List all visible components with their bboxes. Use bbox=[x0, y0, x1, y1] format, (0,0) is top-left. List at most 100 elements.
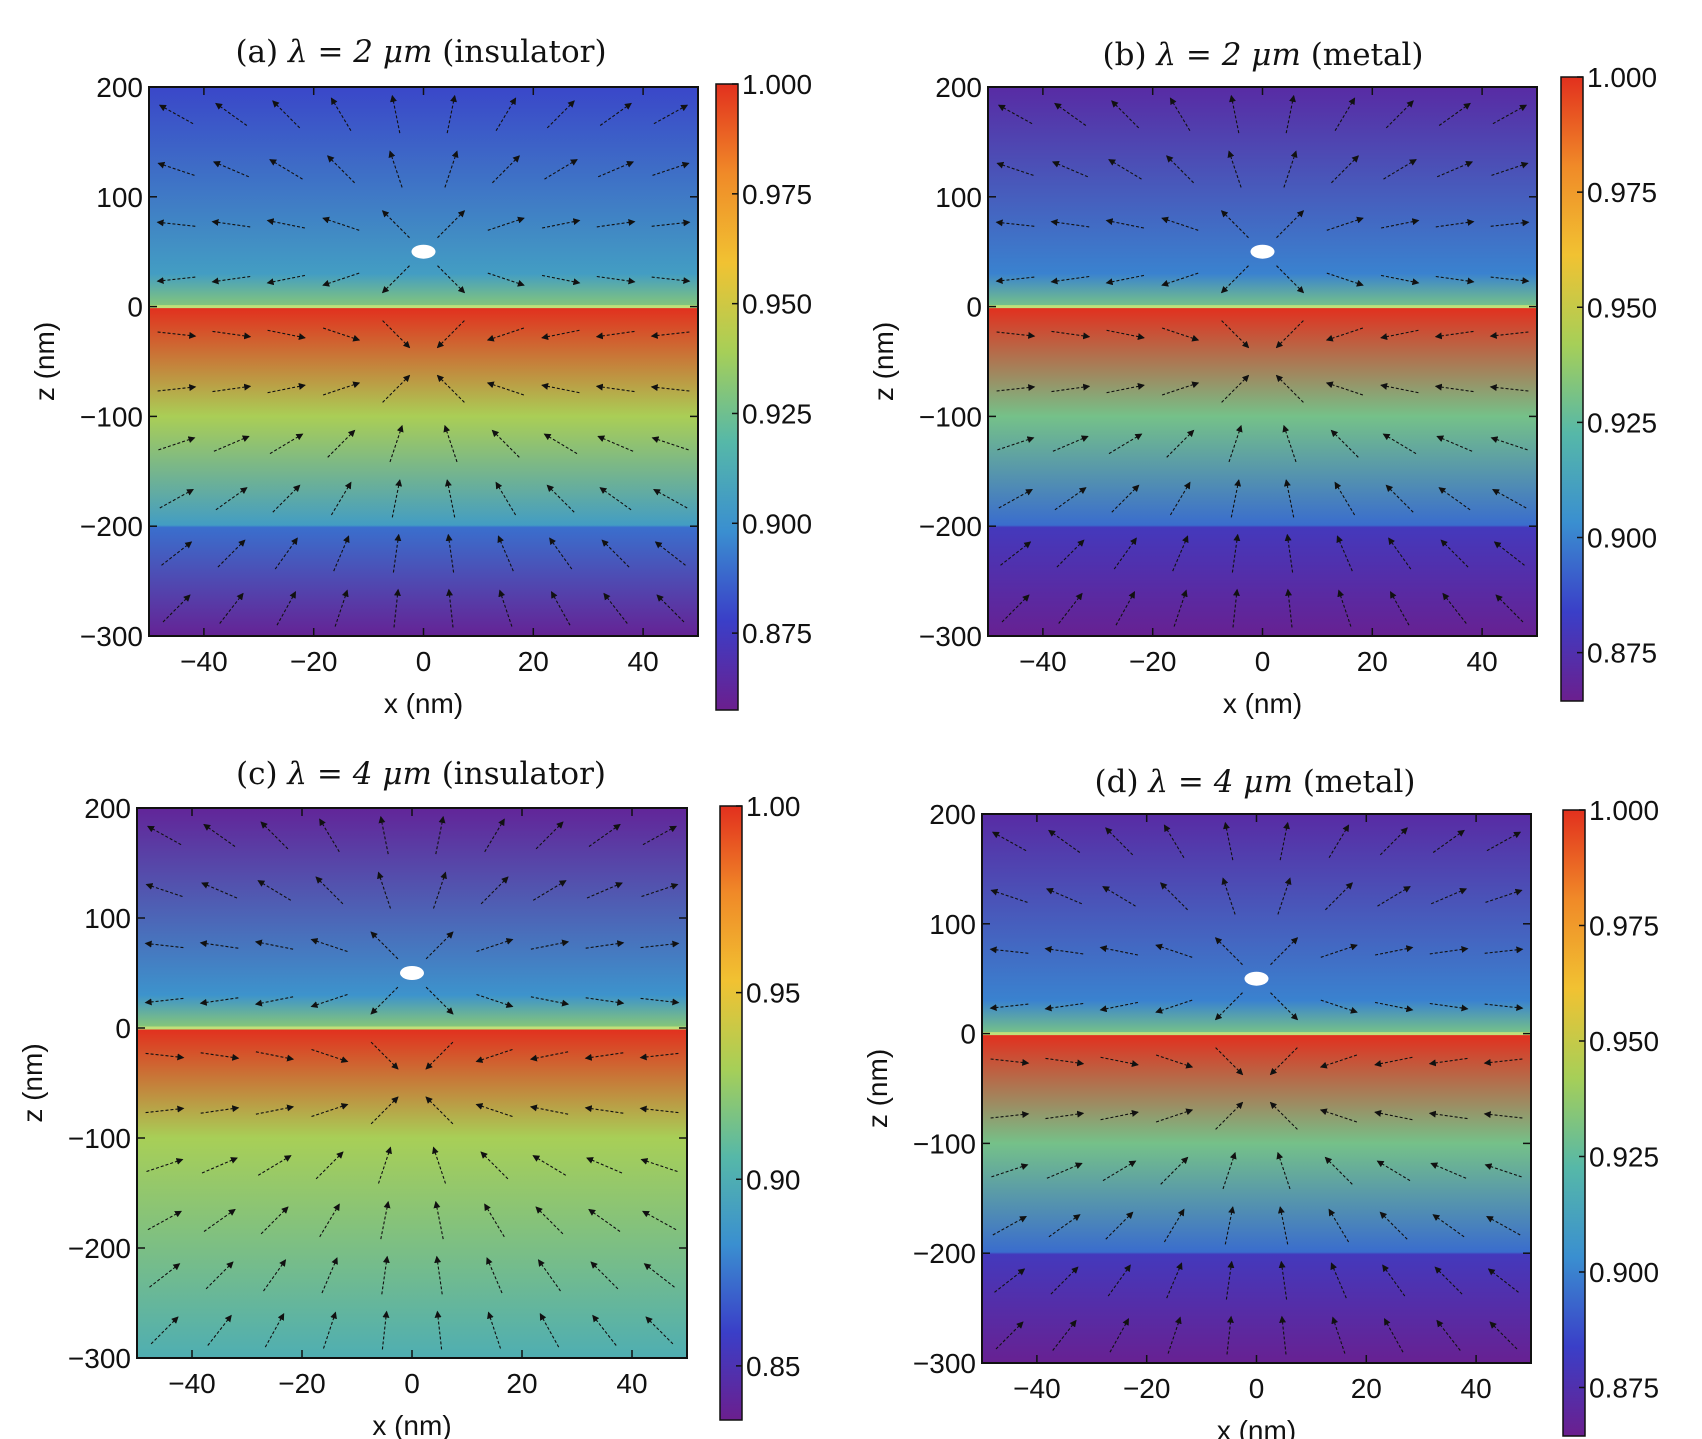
p-d-field-arrow bbox=[1320, 943, 1358, 958]
p-c-field-arrow bbox=[257, 880, 292, 901]
p-d-field-arrow bbox=[1430, 888, 1468, 905]
p-c-field-arrow bbox=[264, 1313, 285, 1348]
p-d-field-arrow bbox=[1374, 1109, 1413, 1121]
p-c-field-arrow bbox=[480, 876, 509, 905]
p-c-field-arrow bbox=[145, 883, 183, 898]
p-a-field-arrow bbox=[330, 481, 352, 516]
p-b-field-arrow bbox=[1051, 161, 1089, 178]
p-b-field-arrow bbox=[1436, 161, 1474, 178]
p-b-field-arrow bbox=[1337, 589, 1352, 627]
p-a-field-arrow bbox=[498, 589, 513, 627]
p-d-field-arrow bbox=[1432, 1214, 1465, 1238]
p-c-field-arrow bbox=[150, 1316, 179, 1345]
p-d-field-arrow bbox=[1214, 992, 1243, 1021]
p-d-field-arrow bbox=[1052, 1319, 1077, 1351]
p-c-field-arrow bbox=[433, 1200, 444, 1240]
p-c-field-arrow bbox=[203, 823, 236, 847]
p-c-colorbar bbox=[719, 805, 743, 1421]
p-a-field-arrow bbox=[541, 274, 581, 286]
p-a-field-arrow bbox=[327, 429, 356, 458]
p-b-y-tick-label: 100 bbox=[935, 182, 982, 213]
p-b-field-arrow bbox=[1169, 97, 1191, 131]
p-c-y-axis-label: z (nm) bbox=[17, 1043, 48, 1122]
p-a-field-arrow bbox=[656, 594, 685, 623]
p-a-field-arrow bbox=[326, 155, 355, 184]
p-d-title-prefix: (d) bbox=[1095, 764, 1149, 800]
p-d-field-arrow bbox=[1374, 945, 1414, 956]
p-d-field-arrow bbox=[1167, 1316, 1182, 1354]
p-c-field-arrow bbox=[425, 986, 454, 1015]
p-c-field-arrow bbox=[530, 939, 570, 950]
p-b-field-arrow bbox=[1227, 150, 1242, 188]
p-b-field-arrow bbox=[1001, 594, 1030, 623]
p-a-field-arrow bbox=[543, 433, 578, 455]
p-a-field-arrow bbox=[276, 591, 296, 626]
p-a-field-arrow bbox=[322, 327, 361, 342]
p-d-field-arrow bbox=[1224, 1206, 1236, 1245]
p-d-field-arrow bbox=[1046, 1162, 1083, 1179]
p-b-field-arrow bbox=[1388, 537, 1412, 570]
p-b-field-arrow bbox=[1380, 329, 1419, 341]
p-d-field-arrow bbox=[1487, 1268, 1519, 1293]
p-d-field-arrow bbox=[1328, 824, 1350, 858]
p-a-field-arrow bbox=[156, 276, 196, 285]
p-c-field-arrow bbox=[370, 931, 399, 960]
p-a-field-arrow bbox=[389, 424, 404, 463]
p-b-field-arrow bbox=[1161, 216, 1199, 231]
p-c-x-tick-label: −40 bbox=[168, 1368, 216, 1399]
p-c-y-tick-label: −200 bbox=[68, 1233, 131, 1264]
p-c-field-arrow bbox=[255, 1104, 295, 1115]
p-a-field-arrow bbox=[551, 591, 571, 626]
p-b-field-arrow bbox=[1334, 97, 1356, 131]
p-d-field-arrow bbox=[1163, 1208, 1185, 1243]
p-b-colorbar-tick-label: 0.875 bbox=[1587, 638, 1657, 669]
p-c-field-heatmap bbox=[137, 808, 687, 1358]
p-b-field-arrow bbox=[1232, 588, 1240, 628]
p-d-field-arrow bbox=[1319, 1054, 1358, 1069]
p-b-title-suffix: (metal) bbox=[1301, 37, 1424, 73]
p-b-field-arrow bbox=[1380, 218, 1420, 229]
p-d-field-arrow bbox=[1270, 992, 1299, 1021]
p-d-field-arrow bbox=[1045, 1110, 1085, 1120]
p-c-title-formula: λ = 4 μm bbox=[285, 756, 431, 792]
p-c-field-arrow bbox=[145, 1052, 185, 1061]
p-d-field-arrow bbox=[990, 1111, 1030, 1119]
p-b-field-arrow bbox=[1438, 102, 1471, 126]
p-c-title-prefix: (c) bbox=[236, 756, 287, 792]
p-d-field-arrow bbox=[1105, 827, 1134, 856]
p-b-field-arrow bbox=[1489, 331, 1529, 339]
p-a-colorbar-tick-label: 0.950 bbox=[742, 289, 812, 320]
p-c-field-arrow bbox=[203, 1208, 236, 1232]
p-d-field-arrow bbox=[1483, 1058, 1523, 1066]
p-c-field-arrow bbox=[590, 1261, 619, 1290]
p-c-field-arrow bbox=[532, 880, 567, 901]
p-d-field-arrow bbox=[1223, 821, 1234, 861]
p-b-field-arrow bbox=[1169, 481, 1191, 516]
p-a-field-arrow bbox=[269, 159, 303, 180]
p-d-field-arrow bbox=[1278, 1260, 1288, 1300]
p-a-field-arrow bbox=[269, 433, 304, 455]
p-c-colorbar-tick-label: 0.85 bbox=[746, 1351, 801, 1382]
p-d-field-arrow bbox=[1428, 1057, 1468, 1067]
p-a-field-arrow bbox=[546, 100, 575, 129]
p-b-field-arrow bbox=[1166, 429, 1195, 458]
p-d-field-arrow bbox=[1324, 1156, 1353, 1185]
p-a-field-arrow bbox=[157, 331, 197, 339]
p-a-field-arrow bbox=[322, 272, 360, 287]
p-d-colorbar-tick-label: 1.000 bbox=[1589, 795, 1659, 826]
p-a-field-arrow bbox=[392, 533, 402, 573]
p-d-field-arrow bbox=[1379, 827, 1408, 856]
p-a-field-arrow bbox=[495, 481, 517, 516]
p-b-field-arrow bbox=[1220, 210, 1249, 239]
p-b-field-arrow bbox=[997, 436, 1035, 451]
p-a-title-prefix: (a) bbox=[235, 34, 288, 70]
p-a-y-tick-label: 200 bbox=[96, 72, 143, 103]
p-c-field-arrow bbox=[642, 1210, 677, 1231]
p-a-field-arrow bbox=[595, 330, 635, 340]
p-a-field-arrow bbox=[322, 216, 360, 231]
p-b-field-arrow bbox=[1056, 539, 1085, 568]
p-a-colorbar-tick-label: 0.975 bbox=[742, 179, 812, 210]
p-b-field-arrow bbox=[995, 219, 1035, 227]
p-c-field-arrow bbox=[480, 1151, 509, 1180]
